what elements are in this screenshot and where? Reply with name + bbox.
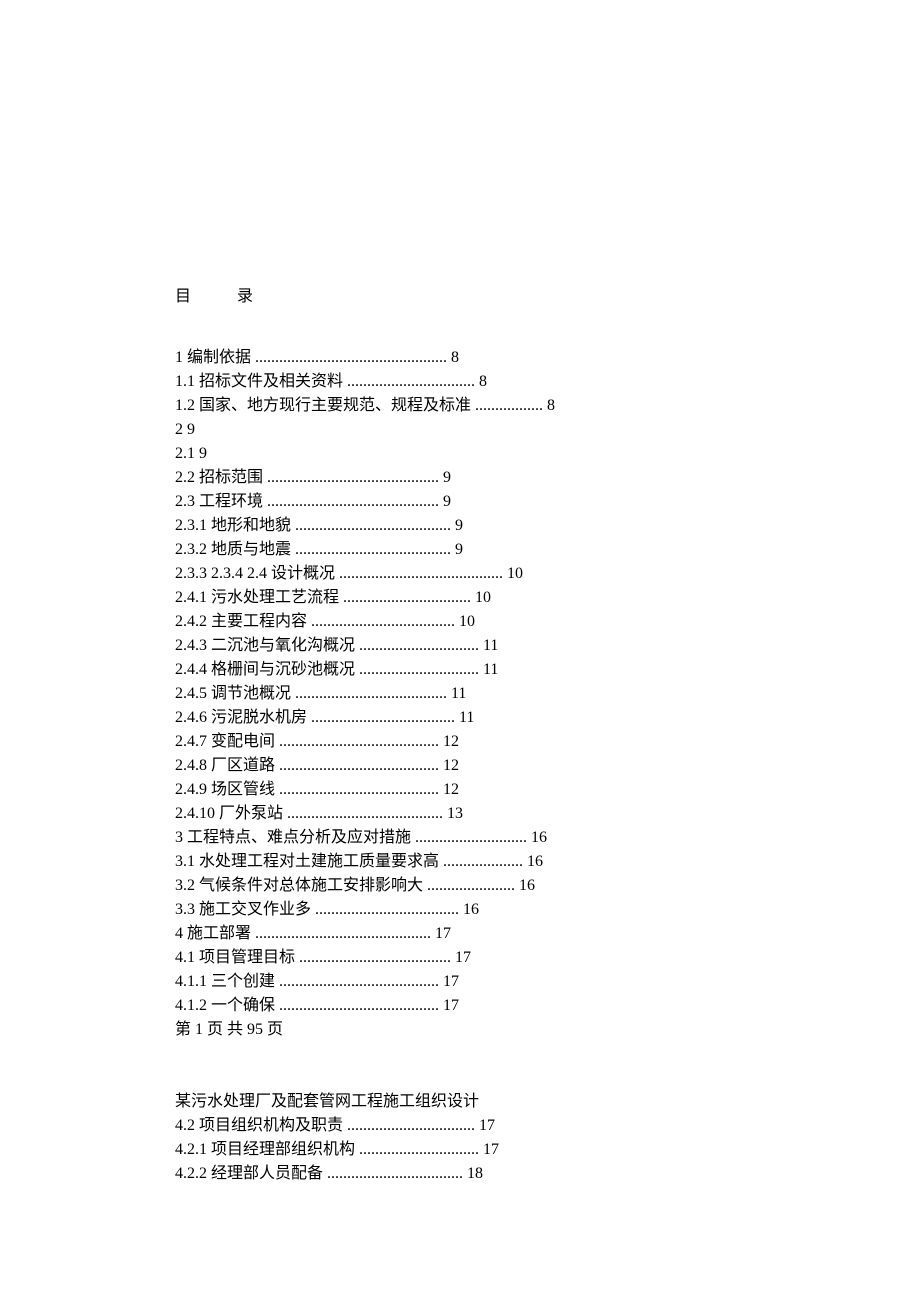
toc-entry: 4.1 项目管理目标 .............................… — [175, 946, 745, 970]
toc-entry: 1.1 招标文件及相关资料 ..........................… — [175, 370, 745, 394]
toc-entry: 4 施工部署 .................................… — [175, 922, 745, 946]
toc-entry: 4.2 项目组织机构及职责 ..........................… — [175, 1114, 745, 1138]
toc-entry: 2.4.6 污泥脱水机房 ...........................… — [175, 706, 745, 730]
toc-entry: 2.4.7 变配电间 .............................… — [175, 730, 745, 754]
toc-entry: 2.3.3 2.3.4 2.4 设计概况 ...................… — [175, 562, 745, 586]
toc-entry: 2 9 — [175, 418, 745, 442]
toc-entry: 2.2 招标范围 ...............................… — [175, 466, 745, 490]
toc-entry: 2.3 工程环境 ...............................… — [175, 490, 745, 514]
toc-entry: 2.3.2 地质与地震 ............................… — [175, 538, 745, 562]
toc-entry: 2.3.1 地形和地貌 ............................… — [175, 514, 745, 538]
toc-section-1: 1 编制依据 .................................… — [175, 346, 745, 1018]
title-char-2: 录 — [237, 288, 253, 305]
document-title: 目录 — [175, 282, 745, 306]
toc-entry: 2.4.5 调节池概况 ............................… — [175, 682, 745, 706]
page-footer: 第 1 页 共 95 页 — [175, 1018, 745, 1042]
toc-entry: 3.3 施工交叉作业多 ............................… — [175, 898, 745, 922]
toc-entry: 4.2.1 项目经理部组织机构 ........................… — [175, 1138, 745, 1162]
document-subtitle: 某污水处理厂及配套管网工程施工组织设计 — [175, 1090, 745, 1114]
toc-entry: 1 编制依据 .................................… — [175, 346, 745, 370]
toc-entry: 2.4.8 厂区道路 .............................… — [175, 754, 745, 778]
toc-entry: 2.4.2 主要工程内容 ...........................… — [175, 610, 745, 634]
toc-section-2: 4.2 项目组织机构及职责 ..........................… — [175, 1114, 745, 1186]
section-break — [175, 1042, 745, 1090]
title-char-1: 目 — [175, 282, 191, 306]
toc-entry: 2.4.3 二沉池与氧化沟概况 ........................… — [175, 634, 745, 658]
toc-entry: 4.1.2 一个确保 .............................… — [175, 994, 745, 1018]
toc-entry: 3.2 气候条件对总体施工安排影响大 .....................… — [175, 874, 745, 898]
toc-entry: 2.4.4 格栅间与沉砂池概况 ........................… — [175, 658, 745, 682]
toc-entry: 2.4.10 厂外泵站 ............................… — [175, 802, 745, 826]
toc-entry: 1.2 国家、地方现行主要规范、规程及标准 ................. … — [175, 394, 745, 418]
toc-entry: 4.1.1 三个创建 .............................… — [175, 970, 745, 994]
toc-entry: 3.1 水处理工程对土建施工质量要求高 ....................… — [175, 850, 745, 874]
toc-entry: 4.2.2 经理部人员配备 ..........................… — [175, 1162, 745, 1186]
toc-entry: 2.1 9 — [175, 442, 745, 466]
toc-entry: 3 工程特点、难点分析及应对措施 .......................… — [175, 826, 745, 850]
toc-entry: 2.4.9 场区管线 .............................… — [175, 778, 745, 802]
toc-entry: 2.4.1 污水处理工艺流程 .........................… — [175, 586, 745, 610]
